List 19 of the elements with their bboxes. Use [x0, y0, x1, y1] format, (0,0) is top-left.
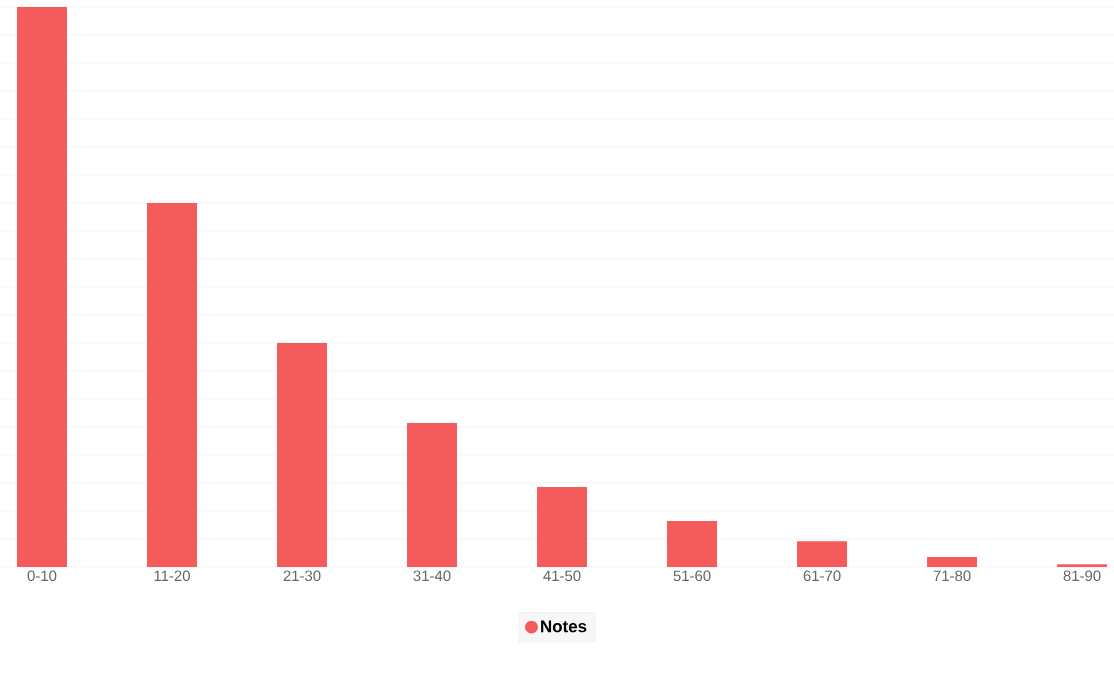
- x-tick-label: 81-90: [1063, 570, 1101, 582]
- bar: [797, 541, 848, 567]
- bar: [407, 423, 458, 567]
- bar: [277, 343, 328, 567]
- x-tick-label: 31-40: [413, 570, 451, 582]
- legend-label: Notes: [541, 620, 587, 633]
- bar: [667, 521, 718, 567]
- bar: [537, 486, 588, 567]
- x-tick-label: 11-20: [154, 570, 190, 582]
- x-tick-label: 41-50: [543, 570, 581, 582]
- bar: [16, 6, 67, 567]
- bar: [1057, 564, 1108, 567]
- x-tick-label: 0-10: [27, 570, 57, 582]
- x-tick-label: 71-80: [933, 570, 971, 582]
- x-tick-label: 51-60: [673, 570, 711, 582]
- bar: [927, 556, 978, 567]
- x-tick-label: 21-30: [283, 570, 321, 582]
- bar: [147, 203, 197, 567]
- x-tick-label: 61-70: [803, 570, 841, 582]
